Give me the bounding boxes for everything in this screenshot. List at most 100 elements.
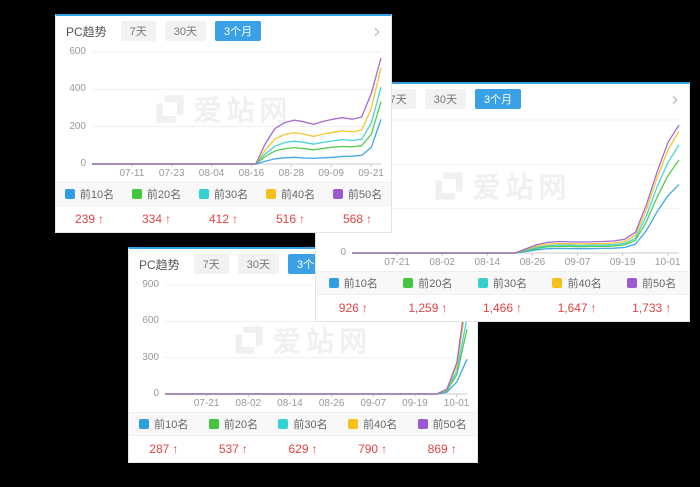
value-number: 412 xyxy=(208,212,230,226)
legend-label: 前30名 xyxy=(213,189,249,201)
legend-item-前30名: 前30名 xyxy=(190,186,257,202)
rank-change-value: 629 ↑ xyxy=(268,442,338,456)
series-line-前10名 xyxy=(165,358,468,395)
legend-item-前20名: 前20名 xyxy=(391,275,466,291)
x-axis-label: 08-02 xyxy=(429,257,455,268)
up-arrow-icon: ↑ xyxy=(450,442,457,456)
value-number: 537 xyxy=(218,442,239,456)
legend-swatch-icon xyxy=(477,278,488,288)
legend-item-前10名: 前10名 xyxy=(316,275,391,291)
rank-change-value: 516 ↑ xyxy=(257,212,324,226)
chart-legend: 前10名 前20名 前30名 前40名 前50名 xyxy=(129,412,477,436)
legend-swatch-icon xyxy=(131,189,142,199)
y-axis-label: 0 xyxy=(340,247,346,258)
x-axis-label: 07-23 xyxy=(158,168,185,179)
chart-legend: 前10名 前20名 前30名 前40名 前50名 xyxy=(316,271,689,295)
rank-change-value: 1,647 ↑ xyxy=(540,301,615,315)
legend-label: 前10名 xyxy=(154,419,189,431)
period-tabs: 7天 30天 3个月 xyxy=(380,89,522,109)
series-line-前40名 xyxy=(92,67,382,165)
rank-change-value: 926 ↑ xyxy=(316,301,391,315)
chevron-right-icon[interactable]: › xyxy=(373,19,381,43)
legend-swatch-icon xyxy=(552,278,563,288)
legend-item-前30名: 前30名 xyxy=(465,275,540,291)
x-axis-label: 09-19 xyxy=(609,257,636,268)
rank-change-value: 537 ↑ xyxy=(199,442,269,456)
legend-item-前20名: 前20名 xyxy=(123,186,190,202)
legend-swatch-icon xyxy=(347,419,358,429)
rank-values-row: 926 ↑ 1,259 ↑ 1,466 ↑ 1,647 ↑ 1,733 ↑ xyxy=(316,295,689,321)
x-axis-label: 07-21 xyxy=(193,398,220,409)
value-number: 568 xyxy=(342,212,364,226)
up-arrow-icon: ↑ xyxy=(590,301,597,315)
x-axis-label: 10-01 xyxy=(654,257,681,268)
rank-change-value: 287 ↑ xyxy=(129,442,199,456)
rank-values-row: 239 ↑ 334 ↑ 412 ↑ 516 ↑ 568 ↑ xyxy=(56,206,391,232)
y-axis-label: 900 xyxy=(142,279,159,290)
y-axis-label: 400 xyxy=(69,83,86,95)
rank-change-value: 239 ↑ xyxy=(56,212,123,226)
x-axis-label: 09-19 xyxy=(402,398,428,409)
series-line-前50名 xyxy=(165,288,468,395)
x-axis-label: 08-14 xyxy=(277,398,303,409)
panel-title: PC趋势 xyxy=(139,257,180,272)
up-arrow-icon: ↑ xyxy=(516,301,522,315)
x-axis-label: 08-16 xyxy=(238,168,265,179)
legend-item-前30名: 前30名 xyxy=(268,416,338,432)
legend-swatch-icon xyxy=(328,278,339,288)
trend-card-1: PC趋势 7天 30天 3个月 › 爱站网 0 200 400 600 07-11 07-23 0… xyxy=(55,14,392,233)
rank-change-value: 1,733 ↑ xyxy=(614,301,689,315)
y-axis-label: 0 xyxy=(80,158,86,169)
legend-label: 前50名 xyxy=(432,419,467,431)
value-number: 1,733 xyxy=(632,301,663,315)
legend-item-前40名: 前40名 xyxy=(257,186,324,202)
up-arrow-icon: ↑ xyxy=(232,212,239,226)
value-number: 926 xyxy=(338,301,359,315)
up-arrow-icon: ↑ xyxy=(172,442,179,456)
value-number: 1,259 xyxy=(408,301,439,315)
tab-3个月[interactable]: 3个月 xyxy=(215,21,262,41)
rank-change-value: 790 ↑ xyxy=(338,442,408,456)
up-arrow-icon: ↑ xyxy=(381,442,388,456)
series-line-前30名 xyxy=(165,317,468,395)
value-number: 239 xyxy=(74,212,96,226)
tab-7天[interactable]: 7天 xyxy=(120,21,156,41)
value-number: 1,466 xyxy=(482,301,513,315)
x-axis-label: 07-11 xyxy=(119,168,145,179)
tab-30天[interactable]: 30天 xyxy=(424,89,467,109)
up-arrow-icon: ↑ xyxy=(311,442,318,456)
legend-item-前10名: 前10名 xyxy=(56,186,123,202)
up-arrow-icon: ↑ xyxy=(361,301,368,315)
tab-30天[interactable]: 30天 xyxy=(164,21,207,41)
up-arrow-icon: ↑ xyxy=(241,442,248,456)
legend-swatch-icon xyxy=(332,189,343,199)
tab-3个月[interactable]: 3个月 xyxy=(475,89,522,109)
series-line-前30名 xyxy=(352,144,680,254)
legend-label: 前50名 xyxy=(347,189,383,201)
legend-swatch-icon xyxy=(198,189,209,199)
y-axis-label: 600 xyxy=(69,46,86,57)
legend-label: 前20名 xyxy=(223,419,259,431)
up-arrow-icon: ↑ xyxy=(98,212,105,226)
up-arrow-icon: ↑ xyxy=(165,212,172,226)
series-line-前40名 xyxy=(352,130,680,254)
line-chart-canvas xyxy=(352,119,680,256)
legend-swatch-icon xyxy=(265,189,276,199)
legend-label: 前50名 xyxy=(642,278,677,290)
x-axis-label: 08-02 xyxy=(235,398,262,409)
x-axis-label: 09-09 xyxy=(318,168,344,179)
rank-change-value: 869 ↑ xyxy=(407,442,477,456)
value-number: 1,647 xyxy=(557,301,588,315)
trend-chart: 爱站网 0 200 400 600 07-11 07-23 08-04 08-16 08-28 09… xyxy=(56,46,391,182)
legend-label: 前10名 xyxy=(79,189,115,201)
legend-item-前10名: 前10名 xyxy=(129,416,199,432)
tab-7天[interactable]: 7天 xyxy=(193,254,229,274)
tab-30天[interactable]: 30天 xyxy=(237,254,280,274)
value-number: 790 xyxy=(358,442,379,456)
x-axis-label: 08-04 xyxy=(198,168,225,179)
legend-swatch-icon xyxy=(278,419,289,429)
legend-item-前50名: 前50名 xyxy=(407,416,477,432)
series-line-前50名 xyxy=(92,57,382,165)
chevron-right-icon[interactable]: › xyxy=(671,87,679,111)
